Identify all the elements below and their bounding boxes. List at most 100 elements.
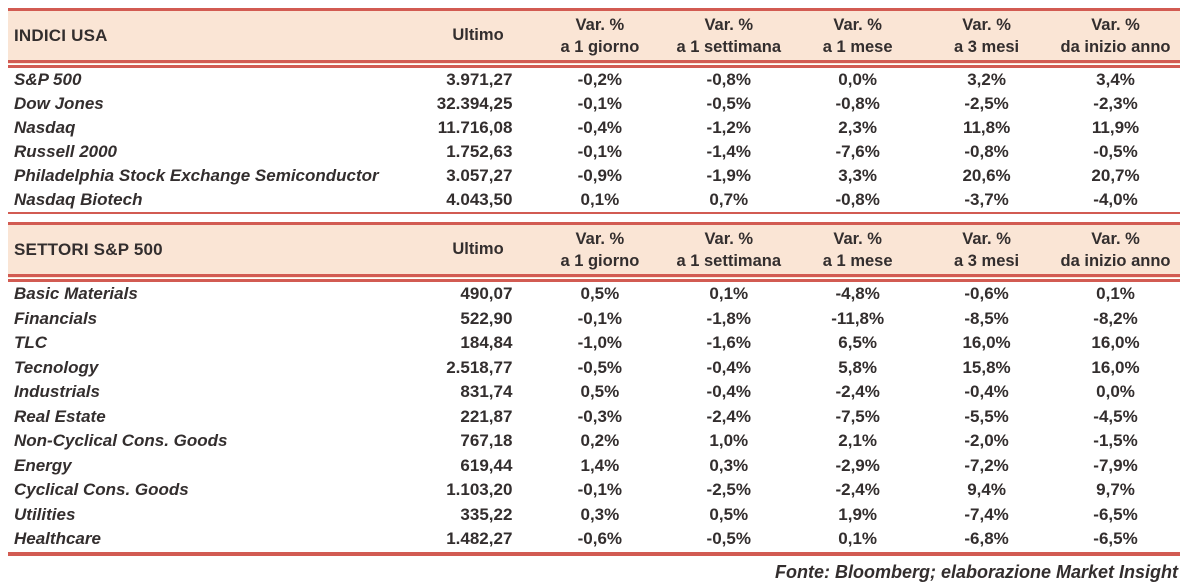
column-header-ultimo: Ultimo [420,223,536,278]
var-percent-value: 0,5% [580,284,620,304]
var-percent-value: -2,5% [706,480,751,500]
var-percent-value: -0,4% [577,118,623,137]
row-label: Non-Cyclical Cons. Goods [14,431,228,451]
table-row: Cyclical Cons. Goods 1.103,20 -0,1% -2,5% -2… [8,478,1180,503]
table-row: Industrials 831,74 0,5% -0,4% -2,4% -0,4% 0,0% [8,380,1180,405]
column-header-var-3-mesi: Var. % a 3 mesi [922,9,1052,64]
var-period-label: a 3 mesi [954,251,1020,270]
var-label: Var. % [704,229,754,248]
var-percent-value: -6,8% [964,529,1009,549]
var-percent-value: 11,9% [1091,118,1140,137]
ultimo-value: 767,18 [460,431,513,451]
column-header-var-inizio-anno: Var. % da inizio anno [1051,223,1180,278]
var-percent-value: -1,6% [706,333,751,353]
var-percent-value: -7,4% [964,504,1009,524]
var-percent-value: -0,8% [835,94,880,113]
ultimo-value: 831,74 [460,382,513,402]
ultimo-value: 335,22 [460,504,513,524]
var-percent-value: 15,8% [962,357,1011,377]
var-percent-value: -0,9% [577,166,623,185]
var-label: Var. % [962,229,1011,248]
table-row: TLC 184,84 -1,0% -1,6% 6,5% 16,0% 16,0% [8,331,1180,356]
table-row: S&P 500 3.971,27 -0,2% -0,8% 0,0% 3,2% 3,4% [8,64,1180,92]
ultimo-value: 1.103,20 [446,480,513,500]
column-header-var-3-mesi: Var. % a 3 mesi [922,223,1052,278]
var-percent-value: -0,5% [1093,142,1138,161]
var-percent-value: -7,2% [964,455,1009,475]
var-percent-value: -0,4% [706,382,751,402]
var-percent-value: -2,0% [964,431,1009,451]
var-percent-value: -8,2% [1093,308,1138,328]
var-label: Var. % [833,229,882,248]
var-period-label: a 1 settimana [676,251,782,270]
column-header-var-inizio-anno: Var. % da inizio anno [1051,9,1180,64]
var-percent-value: -4,8% [835,284,880,304]
var-percent-value: 5,8% [838,357,878,377]
var-percent-value: -0,1% [577,480,623,500]
var-period-label: a 1 giorno [560,37,640,56]
var-percent-value: 1,9% [838,504,878,524]
var-percent-value: -1,4% [706,142,751,161]
var-percent-value: -0,1% [577,142,623,161]
var-percent-value: 0,3% [580,504,620,524]
table-row: Nasdaq 11.716,08 -0,4% -1,2% 2,3% 11,8% 11,9% [8,116,1180,140]
var-percent-value: -4,5% [1093,406,1138,426]
ultimo-value: 184,84 [460,333,513,353]
var-period-label: da inizio anno [1060,251,1171,270]
var-percent-value: -0,2% [577,70,623,89]
var-percent-value: 9,7% [1096,480,1135,500]
var-percent-value: -0,5% [706,94,751,113]
var-percent-value: 0,0% [838,70,878,89]
table-row: Philadelphia Stock Exchange Semiconducto… [8,164,1180,188]
var-percent-value: 2,3% [838,118,878,137]
column-header-ultimo: Ultimo [420,9,536,64]
var-percent-value: -0,6% [577,529,623,549]
var-percent-value: 0,5% [580,382,620,402]
var-percent-value: 20,6% [962,166,1011,185]
var-percent-value: 2,1% [838,431,878,451]
ultimo-value: 32.394,25 [436,94,513,113]
var-label: Var. % [962,15,1011,34]
var-period-label: a 1 giorno [560,251,640,270]
table-row: Financials 522,90 -0,1% -1,8% -11,8% -8,5% -8,… [8,307,1180,332]
var-percent-value: -0,5% [577,357,623,377]
column-header-var-1-mese: Var. % a 1 mese [793,223,923,278]
table-row: Non-Cyclical Cons. Goods 767,18 0,2% 1,0% 2,… [8,429,1180,454]
ultimo-value: 490,07 [460,284,513,304]
var-period-label: a 1 mese [822,37,893,56]
table-row: Energy 619,44 1,4% 0,3% -2,9% -7,2% -7,9% [8,454,1180,479]
var-period-label: a 1 settimana [676,37,782,56]
var-percent-value: -2,9% [835,455,880,475]
var-label: Var. % [575,229,625,248]
var-percent-value: 3,2% [967,70,1006,89]
section-title-indici-usa: INDICI USA [8,9,421,64]
ultimo-value: 221,87 [460,406,513,426]
var-period-label: da inizio anno [1060,37,1171,56]
var-percent-value: -1,0% [577,333,623,353]
var-percent-value: -4,0% [1093,190,1138,209]
column-header-var-1-giorno: Var. % a 1 giorno [535,9,665,64]
var-percent-value: -0,1% [577,94,623,113]
var-percent-value: 0,1% [1096,284,1135,304]
var-percent-value: -7,5% [835,406,880,426]
table-row: Tecnology 2.518,77 -0,5% -0,4% 5,8% 15,8% 16,0… [8,356,1180,381]
var-label: Var. % [704,15,754,34]
row-label: Healthcare [14,529,101,549]
ultimo-value: 1.752,63 [446,142,513,161]
header-row: INDICI USA Ultimo Var. % a 1 giorno Var.… [8,9,1180,64]
source-note: Fonte: Bloomberg; elaborazione Market In… [774,561,1178,582]
var-percent-value: -2,4% [835,480,880,500]
ultimo-value: 1.482,27 [446,529,513,549]
var-percent-value: -1,5% [1093,431,1138,451]
indici-usa-table: INDICI USA Ultimo Var. % a 1 giorno Var.… [8,8,1180,214]
var-percent-value: -11,8% [831,308,885,328]
var-label: Var. % [1091,229,1140,248]
var-percent-value: 1,0% [709,431,749,451]
column-header-var-1-settimana: Var. % a 1 settimana [664,223,794,278]
var-percent-value: 1,4% [580,455,620,475]
ultimo-value: 619,44 [460,455,513,475]
var-percent-value: -6,5% [1093,504,1138,524]
section-title-settori-sp500: SETTORI S&P 500 [8,223,421,278]
var-percent-value: 0,1% [580,190,620,209]
